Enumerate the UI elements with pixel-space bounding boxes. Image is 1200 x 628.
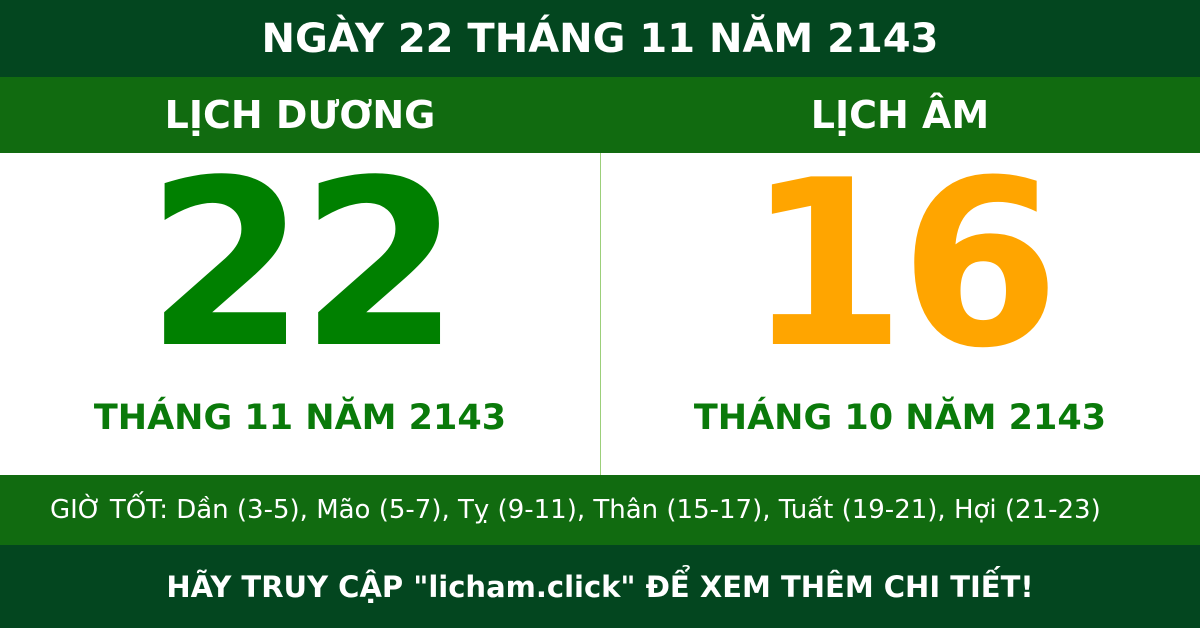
- solar-day: 22: [145, 132, 460, 399]
- solar-month-year: THÁNG 11 NĂM 2143: [93, 398, 507, 438]
- title-bar: NGÀY 22 THÁNG 11 NĂM 2143: [0, 0, 1200, 77]
- footer-cta: HÃY TRUY CẬP "licham.click" ĐỂ XEM THÊM …: [166, 569, 1034, 604]
- lunar-day: 16: [745, 132, 1060, 399]
- column-divider: [600, 153, 601, 475]
- lunar-column: 16 THÁNG 10 NĂM 2143: [600, 132, 1200, 475]
- good-hours-bar: GIỜ TỐT: Dần (3-5), Mão (5-7), Tỵ (9-11)…: [0, 475, 1200, 545]
- solar-column: 22 THÁNG 11 NĂM 2143: [0, 132, 600, 475]
- lunar-calendar-label: LỊCH ÂM: [810, 93, 990, 137]
- calendar-headers: LỊCH DƯƠNG LỊCH ÂM: [0, 77, 1200, 153]
- calendar-body: 22 THÁNG 11 NĂM 2143 16 THÁNG 10 NĂM 214…: [0, 132, 1200, 475]
- footer-bar: HÃY TRUY CẬP "licham.click" ĐỂ XEM THÊM …: [0, 545, 1200, 628]
- good-hours-text: GIỜ TỐT: Dần (3-5), Mão (5-7), Tỵ (9-11)…: [50, 495, 1101, 525]
- solar-calendar-label: LỊCH DƯƠNG: [164, 93, 436, 137]
- page-title: NGÀY 22 THÁNG 11 NĂM 2143: [261, 15, 939, 62]
- lunar-month-year: THÁNG 10 NĂM 2143: [693, 398, 1107, 438]
